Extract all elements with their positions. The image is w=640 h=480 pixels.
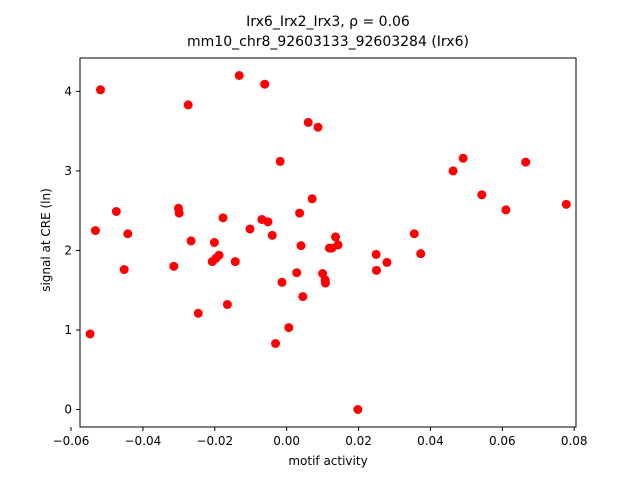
scatter-point [298, 292, 308, 302]
scatter-point [277, 277, 287, 287]
scatter-point [296, 241, 306, 251]
scatter-point [111, 206, 121, 216]
y-tick-label: 0 [64, 403, 72, 417]
y-tick-label: 3 [64, 164, 72, 178]
scatter-point [382, 257, 392, 267]
x-tick-label: 0.02 [345, 434, 372, 448]
scatter-point [292, 268, 302, 278]
scatter-point [353, 405, 363, 415]
scatter-point [458, 153, 468, 163]
y-tick-label: 1 [64, 323, 72, 337]
scatter-point [245, 224, 255, 234]
scatter-point [284, 323, 294, 333]
scatter-point [169, 261, 179, 271]
scatter-point [275, 156, 285, 166]
scatter-point [186, 236, 196, 246]
y-axis-ticks: 0 1 2 3 4 [64, 84, 80, 417]
x-tick-label: −0.04 [125, 434, 162, 448]
y-axis-label: signal at CRE (ln) [39, 188, 53, 292]
scatter-point [209, 238, 219, 247]
scatter-point [331, 232, 341, 242]
x-tick-label: 0.00 [273, 434, 300, 448]
scatter-point [214, 250, 224, 260]
scatter-point [448, 166, 458, 176]
scatter-point [372, 265, 382, 275]
scatter-point [174, 208, 184, 218]
scatter-point [267, 230, 277, 240]
data-points [85, 70, 571, 415]
scatter-point [183, 100, 193, 110]
scatter-point [501, 205, 511, 215]
scatter-point [230, 257, 240, 267]
scatter-point [85, 329, 95, 339]
scatter-point [561, 199, 571, 209]
chart-title-line-1: Irx6_Irx2_Irx3, ρ = 0.06 [246, 14, 410, 30]
y-tick-label: 4 [64, 84, 72, 98]
scatter-point [271, 338, 281, 348]
scatter-point [521, 157, 531, 167]
scatter-point [307, 194, 317, 204]
x-tick-label: −0.06 [53, 434, 90, 448]
scatter-point [416, 249, 426, 259]
scatter-point [234, 70, 244, 80]
scatter-point [320, 278, 330, 288]
scatter-point [90, 226, 100, 236]
x-tick-label: 0.08 [561, 434, 588, 448]
scatter-point [260, 79, 270, 89]
x-tick-label: 0.04 [417, 434, 444, 448]
scatter-point [303, 117, 313, 127]
scatter-point [295, 208, 305, 218]
scatter-point [477, 190, 487, 200]
scatter-point [123, 229, 133, 239]
x-axis-ticks: −0.06 −0.04 −0.02 0.00 0.02 0.04 0.06 0.08 [53, 427, 588, 448]
scatter-point [193, 308, 203, 318]
chart-title-line-2: mm10_chr8_92603133_92603284 (Irx6) [187, 34, 469, 50]
x-axis-label: motif activity [288, 454, 368, 468]
scatter-point [313, 122, 323, 132]
scatter-point [333, 240, 343, 250]
scatter-point [263, 217, 273, 227]
y-tick-label: 2 [64, 243, 72, 257]
scatter-point [409, 229, 419, 239]
plot-area-frame [79, 57, 577, 428]
scatter-point [119, 265, 129, 275]
scatter-point [95, 85, 105, 95]
scatter-point [218, 213, 228, 223]
scatter-point [222, 300, 232, 310]
x-tick-label: −0.02 [196, 434, 233, 448]
scatter-point [371, 249, 381, 259]
x-tick-label: 0.06 [489, 434, 516, 448]
